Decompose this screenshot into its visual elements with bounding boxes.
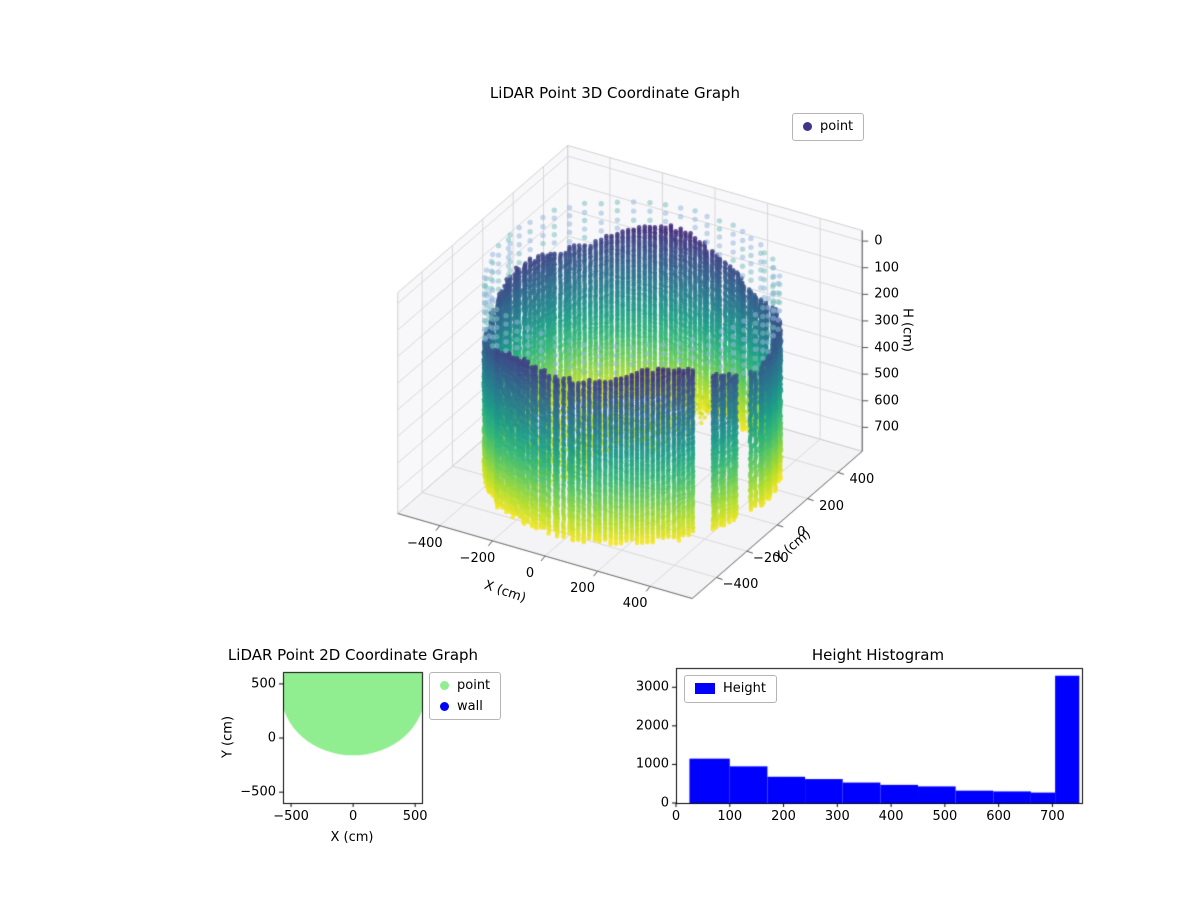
plot3d-title: LiDAR Point 3D Coordinate Graph bbox=[489, 84, 741, 102]
legend-entry-point: point bbox=[440, 678, 490, 694]
point-marker-icon bbox=[803, 122, 812, 132]
legend-label: point bbox=[457, 678, 491, 693]
hist-legend: Height bbox=[684, 675, 777, 703]
legend-label: Height bbox=[723, 681, 766, 696]
wall-marker-icon bbox=[440, 701, 449, 711]
legend-entry-wall: wall bbox=[440, 699, 490, 715]
legend-label: point bbox=[820, 119, 854, 134]
plot3d-zlabel: H (cm) bbox=[899, 308, 915, 352]
plot2d-ylabel: Y (cm) bbox=[220, 715, 236, 759]
hist-title: Height Histogram bbox=[811, 646, 945, 664]
legend-label: wall bbox=[457, 698, 483, 714]
plot2d-title: LiDAR Point 2D Coordinate Graph bbox=[227, 646, 479, 664]
legend-entry-height: Height bbox=[695, 681, 766, 697]
plot3d-legend: point bbox=[792, 113, 865, 141]
height-patch-icon bbox=[695, 683, 715, 695]
point-marker-icon bbox=[440, 681, 449, 691]
legend-entry-point: point bbox=[803, 119, 853, 135]
plot2d-xlabel: X (cm) bbox=[330, 830, 374, 845]
plot2d-legend: point wall bbox=[429, 672, 502, 721]
